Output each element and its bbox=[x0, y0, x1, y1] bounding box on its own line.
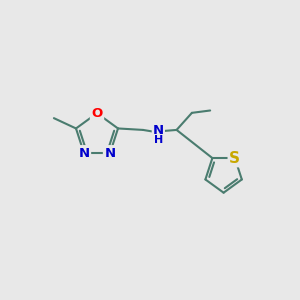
Text: N: N bbox=[79, 147, 90, 160]
Text: S: S bbox=[230, 151, 240, 166]
Text: O: O bbox=[92, 107, 103, 120]
Text: N: N bbox=[104, 147, 116, 160]
Text: H: H bbox=[154, 135, 163, 145]
Text: N: N bbox=[153, 124, 164, 137]
